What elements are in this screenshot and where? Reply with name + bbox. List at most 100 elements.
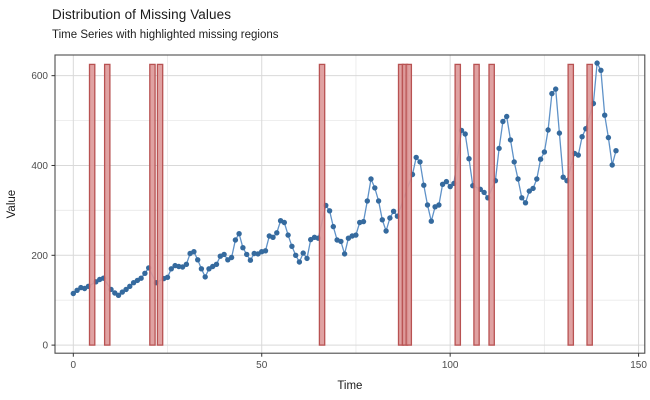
data-point: [383, 228, 389, 234]
data-point: [289, 243, 295, 249]
data-point: [504, 113, 510, 120]
data-point: [609, 162, 615, 168]
data-point: [195, 257, 201, 263]
data-point: [522, 200, 529, 206]
data-point: [447, 183, 453, 190]
y-axis-title: Value: [6, 190, 18, 219]
data-point: [598, 67, 604, 74]
data-point: [500, 118, 506, 125]
data-point: [119, 289, 126, 295]
data-point: [198, 266, 205, 272]
data-point: [421, 182, 427, 188]
data-point: [436, 202, 442, 208]
axis-tick-label: 0: [42, 341, 48, 352]
data-point: [534, 176, 540, 182]
data-point: [285, 232, 291, 238]
data-point: [213, 261, 220, 267]
data-point: [164, 274, 171, 280]
data-point: [228, 254, 235, 261]
data-point: [575, 152, 581, 158]
data-point: [70, 290, 77, 297]
data-point: [372, 185, 378, 191]
data-point: [537, 156, 544, 162]
data-point: [262, 248, 269, 254]
data-point: [556, 130, 563, 136]
data-point: [247, 257, 254, 263]
data-point: [605, 134, 612, 141]
data-point: [281, 219, 287, 226]
panel-border: [54, 54, 646, 354]
data-point: [142, 270, 148, 276]
missing-region-bar: [88, 63, 96, 346]
data-point: [221, 251, 227, 258]
chart-subtitle: Time Series with highlighted missing reg…: [52, 29, 279, 41]
missing-region-bar: [567, 63, 575, 346]
data-point: [390, 208, 397, 214]
data-point: [300, 250, 306, 256]
data-point: [304, 255, 310, 262]
data-point: [244, 251, 250, 258]
data-point: [168, 266, 174, 272]
missing-region-bar: [149, 63, 156, 346]
data-point: [330, 223, 336, 230]
data-point: [183, 261, 190, 267]
data-point: [375, 198, 382, 204]
data-point: [191, 249, 197, 255]
axis-tick-label: 200: [31, 251, 48, 262]
data-point: [74, 287, 80, 293]
chart-title: Distribution of Missing Values: [52, 7, 232, 22]
data-point: [387, 215, 393, 221]
data-point: [368, 176, 374, 182]
data-point: [296, 259, 303, 265]
axis-tick-label: 600: [31, 71, 48, 82]
axis-tick-label: 150: [630, 360, 647, 371]
data-point: [553, 86, 559, 92]
missing-region-bar: [488, 63, 495, 346]
data-point: [466, 156, 472, 162]
data-point: [511, 159, 517, 165]
missing-region-bar: [454, 63, 462, 346]
data-point: [138, 275, 144, 281]
data-point: [424, 202, 431, 208]
x-axis-title: Time: [337, 380, 362, 392]
data-point: [481, 189, 487, 196]
data-point: [530, 185, 536, 192]
data-point: [274, 230, 280, 236]
data-point: [240, 245, 246, 251]
data-point: [379, 217, 385, 223]
data-point: [179, 264, 186, 270]
data-point: [115, 292, 122, 298]
missing-region-bar: [318, 63, 326, 346]
data-point: [594, 60, 600, 66]
data-point: [341, 251, 348, 257]
data-point: [602, 112, 608, 118]
data-point: [236, 231, 242, 237]
data-point: [360, 218, 367, 225]
data-point: [507, 137, 514, 143]
data-point: [353, 232, 359, 238]
axis-tick-label: 50: [256, 360, 268, 371]
data-point: [443, 178, 450, 185]
data-point: [496, 145, 502, 152]
data-point: [519, 195, 525, 201]
missing-region-bar: [405, 63, 413, 346]
data-point: [326, 208, 333, 214]
data-point: [462, 131, 468, 137]
missing-region-bar: [473, 63, 480, 346]
data-point: [338, 238, 344, 245]
data-point: [270, 234, 276, 240]
data-point: [541, 149, 548, 155]
data-point: [526, 188, 532, 194]
data-point: [364, 198, 370, 204]
data-point: [545, 127, 551, 133]
missing-region-bar: [103, 63, 111, 346]
data-point: [413, 154, 419, 161]
data-point: [579, 134, 585, 140]
missing-region-bar: [156, 63, 164, 346]
data-point: [123, 286, 129, 293]
data-point: [293, 252, 299, 258]
data-point: [202, 274, 208, 280]
axis-tick-label: 400: [31, 161, 48, 172]
